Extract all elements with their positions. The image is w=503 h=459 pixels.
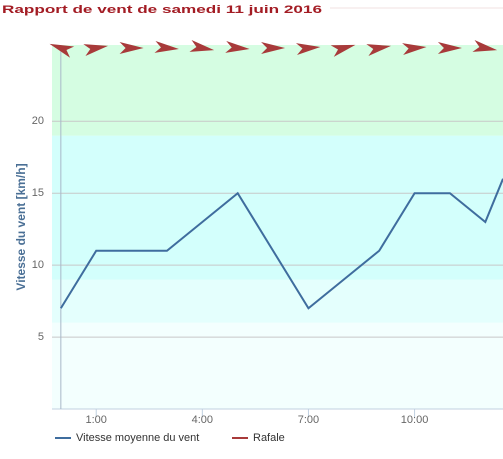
wind-arrow	[261, 42, 286, 54]
wind-arrow	[119, 42, 144, 54]
x-tick-label: 10:00	[401, 414, 429, 426]
legend-label: Rafale	[253, 432, 285, 444]
wind-arrow	[189, 40, 215, 52]
y-tick-label: 20	[32, 115, 44, 127]
plot-band	[52, 45, 503, 136]
wind-arrow	[330, 44, 356, 57]
plot-band	[52, 279, 503, 323]
wind-arrow	[83, 44, 109, 56]
x-tick-label: 7:00	[298, 414, 319, 426]
wind-arrow	[402, 43, 427, 56]
x-tick-label: 1:00	[86, 414, 107, 426]
wind-arrow	[437, 42, 462, 54]
wind-arrow	[366, 44, 392, 56]
wind-arrow	[154, 40, 179, 53]
line-series	[59, 178, 503, 310]
x-tick-label: 4:00	[192, 414, 213, 426]
y-tick-label: 15	[32, 187, 44, 199]
y-tick-label: 10	[32, 259, 44, 271]
wind-arrow	[295, 43, 321, 56]
legend-label: Vitesse moyenne du vent	[76, 432, 199, 444]
wind-arrow	[49, 43, 75, 58]
wind-arrow	[472, 40, 498, 52]
y-tick-label: 5	[38, 331, 44, 343]
plot-band	[52, 135, 503, 280]
wind-arrow	[225, 40, 250, 53]
plot-band	[52, 322, 503, 409]
chart-title: Rapport de vent de samedi 11 juin 2016	[2, 4, 322, 16]
y-axis-title: Vitesse du vent [km/h]	[14, 163, 28, 290]
